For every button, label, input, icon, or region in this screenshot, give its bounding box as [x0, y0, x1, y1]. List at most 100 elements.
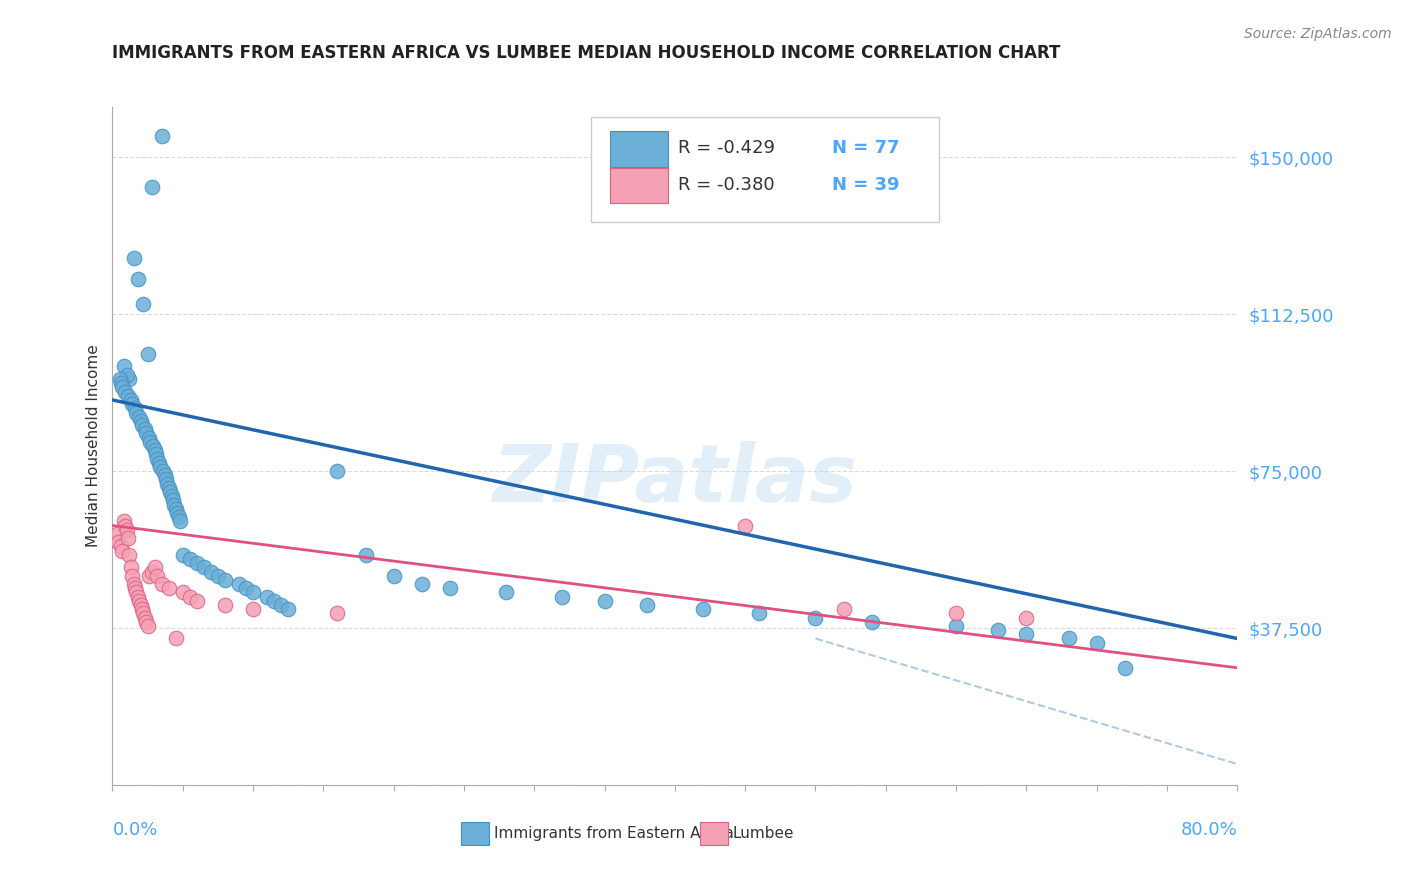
Text: Source: ZipAtlas.com: Source: ZipAtlas.com — [1244, 27, 1392, 41]
Point — [214, 598, 236, 612]
Point — [193, 560, 215, 574]
Point — [242, 585, 264, 599]
Point — [143, 560, 166, 574]
Point — [127, 271, 149, 285]
Point — [1015, 610, 1038, 624]
Text: IMMIGRANTS FROM EASTERN AFRICA VS LUMBEE MEDIAN HOUSEHOLD INCOME CORRELATION CHA: IMMIGRANTS FROM EASTERN AFRICA VS LUMBEE… — [112, 45, 1062, 62]
Point — [139, 434, 162, 449]
Point — [228, 577, 250, 591]
Point — [132, 296, 155, 310]
Point — [277, 602, 299, 616]
Text: 80.0%: 80.0% — [1181, 821, 1237, 838]
Point — [114, 518, 136, 533]
Point — [134, 422, 156, 436]
Point — [1114, 661, 1136, 675]
Point — [112, 514, 135, 528]
FancyBboxPatch shape — [610, 131, 668, 167]
Point — [200, 565, 222, 579]
Point — [207, 568, 229, 582]
Point — [129, 598, 152, 612]
Point — [153, 468, 176, 483]
Point — [593, 594, 616, 608]
Point — [157, 582, 180, 596]
Point — [832, 602, 855, 616]
Point — [1015, 627, 1038, 641]
Point — [354, 548, 377, 562]
Point — [134, 610, 156, 624]
Point — [256, 590, 278, 604]
Point — [124, 582, 146, 596]
Point — [105, 527, 128, 541]
Point — [115, 523, 138, 537]
Point — [111, 543, 134, 558]
Text: N = 39: N = 39 — [832, 176, 900, 194]
Point — [117, 531, 139, 545]
Point — [179, 590, 201, 604]
Point — [270, 598, 292, 612]
Point — [692, 602, 714, 616]
Point — [157, 481, 180, 495]
Point — [945, 619, 967, 633]
Point — [326, 464, 349, 478]
Point — [125, 405, 148, 419]
Point — [734, 518, 756, 533]
Point — [551, 590, 574, 604]
Point — [141, 565, 163, 579]
Point — [122, 577, 145, 591]
Point — [160, 489, 183, 503]
Point — [118, 372, 141, 386]
Point — [1085, 635, 1108, 649]
Point — [169, 514, 191, 528]
Point — [110, 376, 132, 391]
Point — [987, 623, 1010, 637]
Point — [166, 506, 188, 520]
Point — [149, 459, 172, 474]
Point — [860, 615, 883, 629]
FancyBboxPatch shape — [610, 168, 668, 203]
Point — [163, 498, 186, 512]
Point — [162, 493, 184, 508]
Point — [129, 414, 152, 428]
Point — [115, 368, 138, 382]
Text: R = -0.429: R = -0.429 — [678, 139, 775, 157]
Point — [186, 594, 208, 608]
Point — [155, 473, 177, 487]
Text: N = 77: N = 77 — [832, 139, 900, 157]
Point — [150, 577, 173, 591]
Point — [124, 401, 146, 416]
Point — [111, 380, 134, 394]
Point — [118, 548, 141, 562]
Point — [138, 431, 160, 445]
Point — [114, 384, 136, 399]
Point — [146, 568, 169, 582]
Text: Immigrants from Eastern Africa: Immigrants from Eastern Africa — [494, 826, 734, 840]
Point — [135, 615, 157, 629]
Point — [146, 451, 169, 466]
FancyBboxPatch shape — [591, 117, 939, 222]
Point — [945, 607, 967, 621]
Point — [411, 577, 433, 591]
Point — [156, 476, 179, 491]
Point — [159, 485, 181, 500]
Point — [165, 632, 187, 646]
Point — [121, 397, 143, 411]
Point — [145, 447, 167, 461]
Text: Lumbee: Lumbee — [733, 826, 794, 840]
Point — [135, 426, 157, 441]
Point — [117, 389, 139, 403]
Text: ZIPatlas: ZIPatlas — [492, 441, 858, 519]
Point — [152, 464, 174, 478]
Point — [108, 372, 131, 386]
Point — [131, 418, 153, 433]
Point — [150, 129, 173, 144]
Point — [495, 585, 517, 599]
Point — [172, 585, 194, 599]
Point — [326, 607, 349, 621]
Point — [120, 392, 142, 407]
Point — [107, 535, 129, 549]
Point — [128, 409, 150, 424]
Point — [110, 540, 132, 554]
Point — [636, 598, 658, 612]
Y-axis label: Median Household Income: Median Household Income — [86, 344, 101, 548]
Point — [127, 590, 149, 604]
